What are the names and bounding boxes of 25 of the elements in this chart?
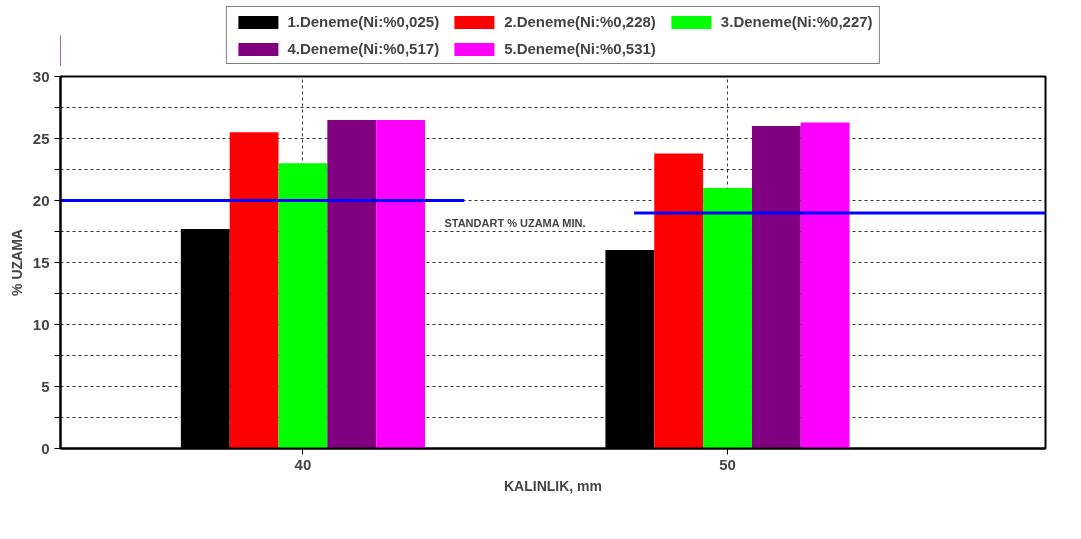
y-tick-label: 25 <box>32 129 50 147</box>
bar <box>654 153 704 449</box>
x-axis-title: KALINLIK, mm <box>504 477 602 494</box>
legend-label: 4.Deneme(Ni:%0,517) <box>287 40 440 57</box>
legend-label: 3.Deneme(Ni:%0,227) <box>720 13 873 30</box>
y-axis-title: % UZAMA <box>8 229 25 296</box>
bar <box>751 126 801 449</box>
bar <box>800 122 850 449</box>
bar <box>703 188 752 449</box>
bar <box>278 163 328 449</box>
legend-label: 2.Deneme(Ni:%0,228) <box>504 13 656 30</box>
bar <box>229 132 279 449</box>
legend-label: 5.Deneme(Ni:%0,531) <box>504 40 656 57</box>
y-tick-label: 15 <box>32 253 50 271</box>
legend-label: 1.Deneme(Ni:%0,025) <box>287 13 440 30</box>
y-tick-label: 30 <box>32 67 50 85</box>
bar <box>376 119 425 449</box>
y-tick-label: 10 <box>32 315 50 333</box>
y-tick-label: 5 <box>41 377 50 395</box>
y-tick-label: 20 <box>32 191 50 209</box>
y-tick-label: 0 <box>41 439 50 457</box>
annotation: STANDART % UZAMA MIN. <box>444 217 586 230</box>
bar <box>327 119 377 449</box>
x-tick-label: 40 <box>294 455 312 473</box>
x-tick-label: 50 <box>719 455 736 473</box>
